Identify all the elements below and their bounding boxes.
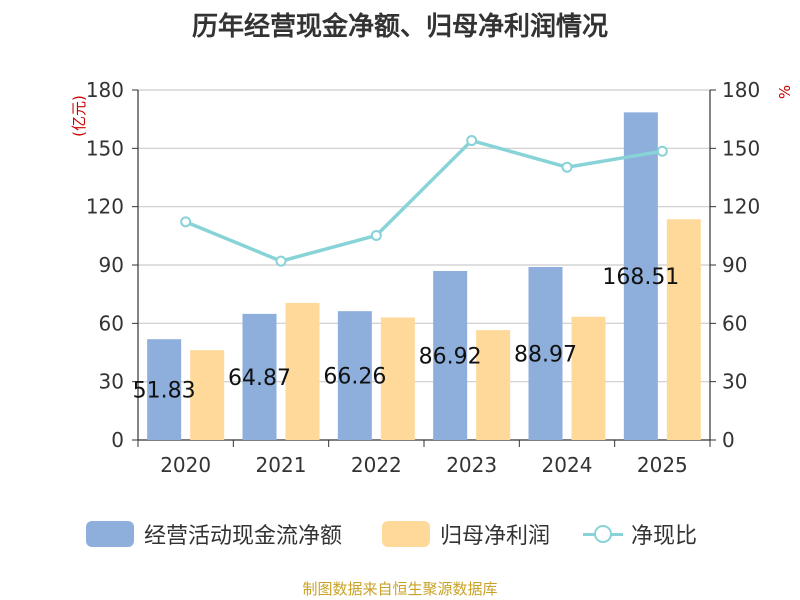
y-tick-label-left: 0 <box>111 428 124 452</box>
y-tick-label-left: 90 <box>99 253 124 277</box>
y-axis-title-right: % <box>776 85 794 99</box>
bar-net-profit <box>666 219 701 440</box>
x-tick-label: 2021 <box>256 453 307 477</box>
bar-cashflow <box>147 339 182 440</box>
line-layer <box>180 135 668 267</box>
data-label-cashflow: 66.26 <box>323 365 386 390</box>
bar-net-profit <box>285 302 320 440</box>
point-cash-ratio <box>370 229 382 241</box>
labels-layer: 51.83 64.87 66.26 86.92 88.97 168.51 <box>133 265 680 403</box>
legend-swatch-cashflow <box>86 521 134 547</box>
legend-label-cashflow: 经营活动现金流净额 <box>144 524 343 549</box>
y-tick-label-right: 120 <box>722 195 760 219</box>
bar-cashflow <box>242 313 277 440</box>
x-tick-label: 2020 <box>160 453 211 477</box>
legend-item-cashflow[interactable]: 经营活动现金流净额 <box>86 518 342 550</box>
y-axis-title-left: (亿元) <box>70 95 88 137</box>
data-label-cashflow: 168.51 <box>602 265 679 290</box>
bars-layer <box>147 112 701 440</box>
y-tick-label-right: 150 <box>722 136 760 160</box>
y-tick-label-left: 30 <box>99 370 124 394</box>
legend-label-net-profit: 归母净利润 <box>440 524 551 549</box>
y-tick-label-right: 180 <box>722 78 760 102</box>
chart-title: 历年经营现金净额、归母净利润情况 <box>191 12 608 42</box>
y-tick-label-right: 90 <box>722 253 747 277</box>
legend-swatch-cash-ratio <box>583 521 623 547</box>
bar-net-profit <box>380 317 415 440</box>
data-label-cashflow: 64.87 <box>228 366 291 391</box>
bar-cashflow <box>337 311 372 440</box>
data-label-cashflow: 51.83 <box>133 379 196 404</box>
source-note: 制图数据来自恒生聚源数据库 <box>302 580 498 598</box>
data-label-cashflow: 88.97 <box>514 343 577 368</box>
y-tick-label-right: 0 <box>722 428 735 452</box>
bar-cashflow <box>433 270 468 440</box>
x-tick-label: 2023 <box>446 453 497 477</box>
x-tick-label: 2024 <box>542 453 593 477</box>
x-tick-label: 2022 <box>351 453 402 477</box>
y-tick-label-left: 180 <box>86 78 124 102</box>
bar-cashflow <box>528 267 563 440</box>
y-tick-label-right: 30 <box>722 370 747 394</box>
y-tick-label-right: 60 <box>722 311 747 335</box>
point-cash-ratio <box>180 216 192 228</box>
point-cash-ratio <box>275 255 287 267</box>
bar-cashflow <box>623 112 658 440</box>
point-cash-ratio <box>656 145 668 157</box>
bar-net-profit <box>476 330 511 440</box>
y-tick-label-left: 120 <box>86 195 124 219</box>
point-cash-ratio <box>561 161 573 173</box>
legend-item-cash-ratio[interactable]: 净现比 <box>583 518 697 550</box>
data-label-cashflow: 86.92 <box>419 344 482 369</box>
legend-item-net-profit[interactable]: 归母净利润 <box>382 518 550 550</box>
y-tick-label-left: 60 <box>99 311 124 335</box>
y-tick-label-left: 150 <box>86 136 124 160</box>
line-cash-ratio <box>185 138 663 263</box>
bar-net-profit <box>190 350 225 440</box>
grid-layer <box>138 89 710 383</box>
point-cash-ratio <box>466 135 478 147</box>
bar-net-profit <box>571 316 606 440</box>
x-tick-label: 2025 <box>637 453 688 477</box>
legend-swatch-net-profit <box>382 521 430 547</box>
legend-label-cash-ratio: 净现比 <box>631 524 698 549</box>
